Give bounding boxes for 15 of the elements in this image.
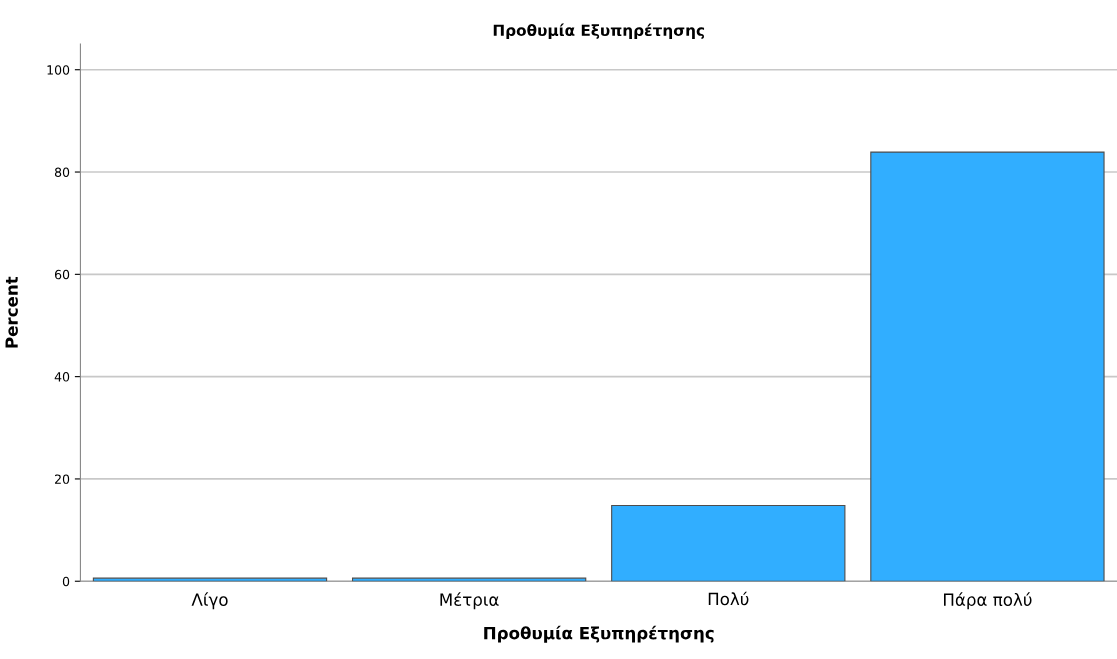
x-axis-title: Προθυμία Εξυπηρέτησης [484,625,714,643]
chart-title: Προθυμία Εξυπηρέτησης [493,23,705,40]
y-axis-title: Percent [5,276,18,348]
y-tick-label: 60 [54,269,70,280]
y-tick-label: 0 [62,576,70,587]
x-tick-label: Μέτρια [440,592,499,610]
bar [611,504,846,582]
y-tick-label: 80 [54,167,70,177]
x-tick-label: Πολύ [708,591,749,606]
x-tick-label: Λίγο [191,592,228,610]
x-tick-label: Πάρα πολύ [944,592,1032,610]
y-tick-label: 40 [54,372,70,382]
y-tick-label: 20 [55,474,70,484]
y-tick-label: 100 [47,65,70,75]
bar [870,151,1105,582]
